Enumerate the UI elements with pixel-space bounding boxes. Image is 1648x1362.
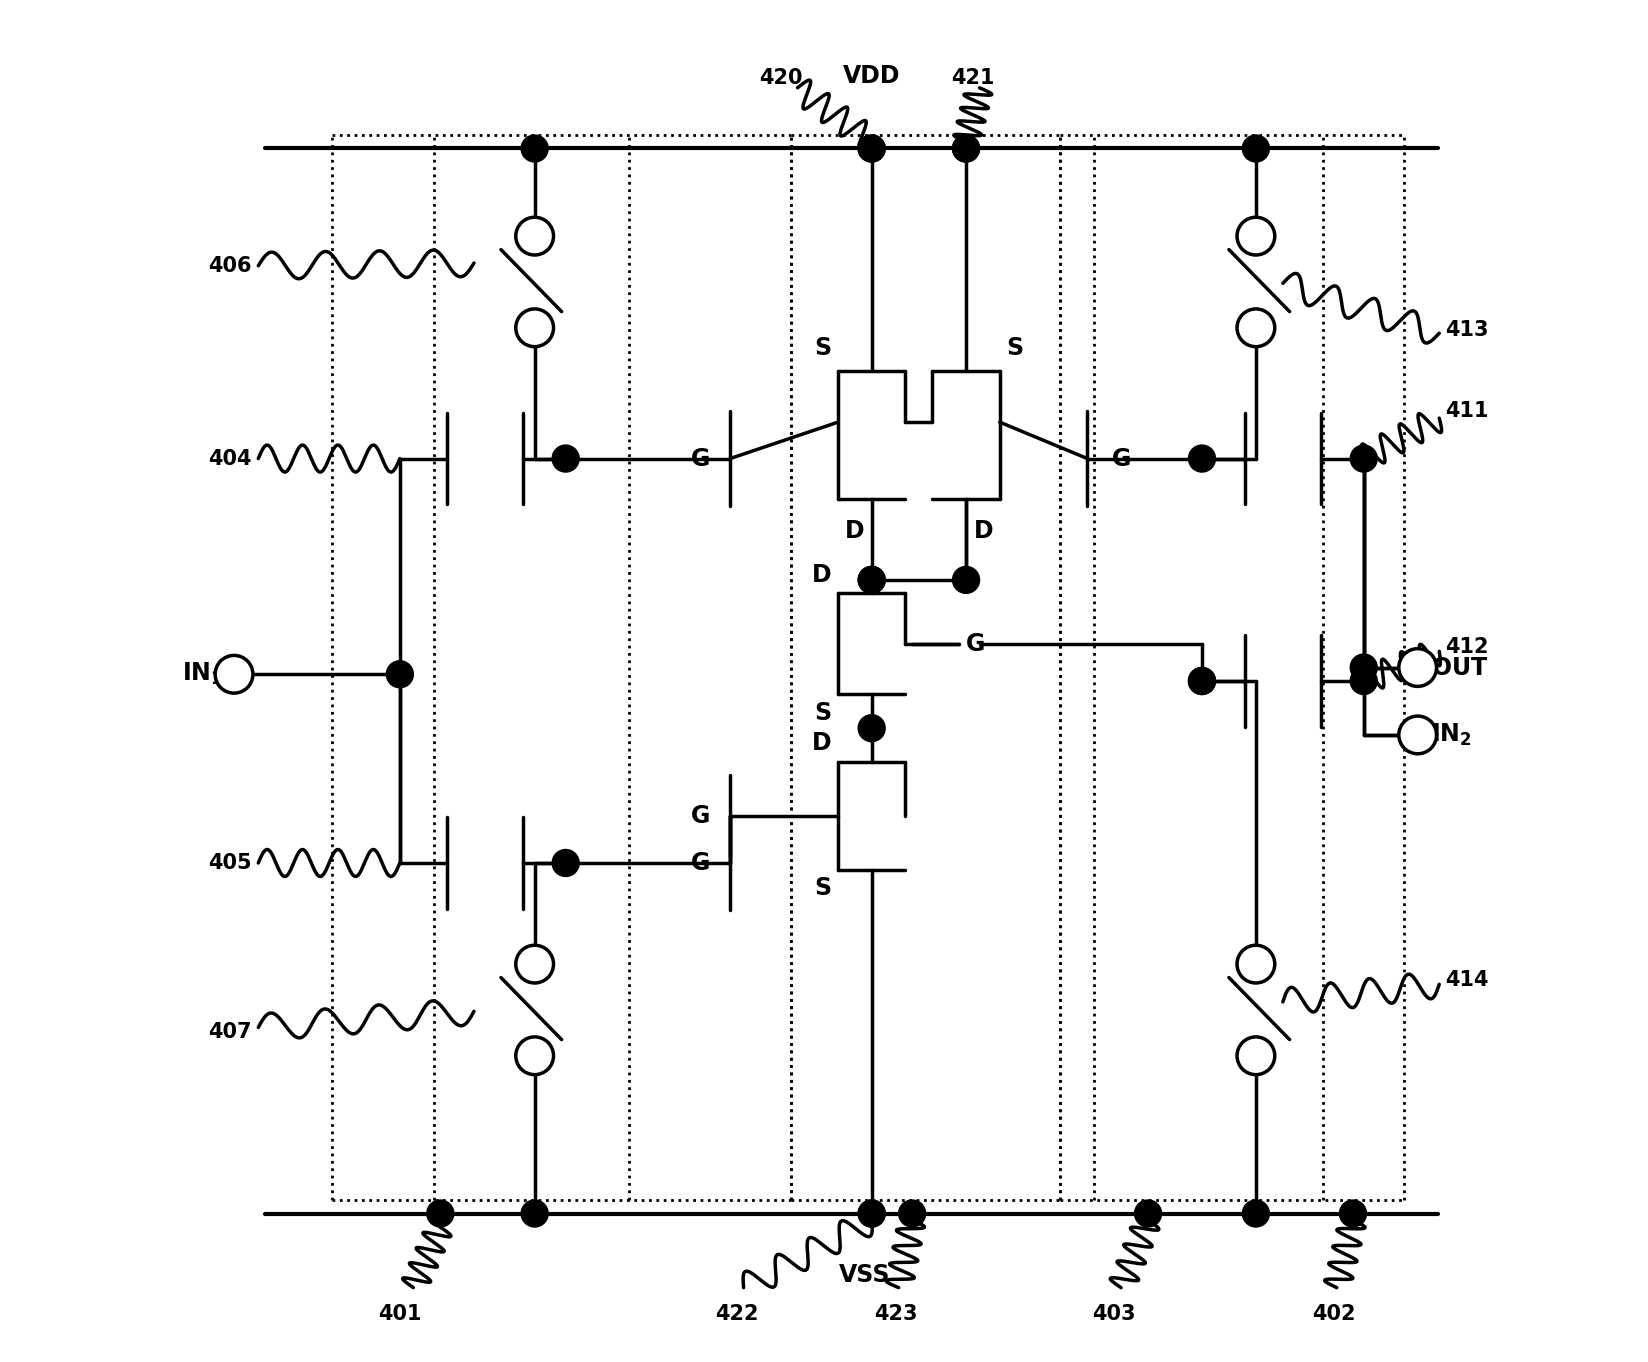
- Text: S: S: [814, 336, 831, 360]
- Text: 412: 412: [1444, 637, 1486, 658]
- Text: 407: 407: [208, 1022, 252, 1042]
- Text: G: G: [691, 804, 710, 828]
- Circle shape: [516, 309, 554, 347]
- Circle shape: [857, 567, 885, 594]
- Circle shape: [857, 1200, 885, 1227]
- Text: 420: 420: [760, 68, 803, 87]
- Text: 414: 414: [1444, 970, 1486, 990]
- Text: S: S: [814, 877, 831, 900]
- Text: D: D: [811, 731, 831, 755]
- Circle shape: [1236, 309, 1274, 347]
- Circle shape: [898, 1200, 925, 1227]
- Text: $\mathbf{IN_1}$: $\mathbf{IN_1}$: [181, 661, 222, 688]
- Circle shape: [953, 567, 979, 594]
- Circle shape: [427, 1200, 453, 1227]
- Circle shape: [1338, 1200, 1366, 1227]
- Text: D: D: [844, 519, 864, 543]
- Text: G: G: [966, 632, 986, 656]
- Circle shape: [521, 1200, 547, 1227]
- Text: 404: 404: [208, 448, 252, 469]
- Text: 401: 401: [377, 1303, 422, 1324]
- Circle shape: [521, 135, 547, 162]
- Circle shape: [1236, 945, 1274, 983]
- Circle shape: [1236, 1036, 1274, 1075]
- Text: 421: 421: [951, 68, 994, 87]
- Circle shape: [857, 1200, 885, 1227]
- Circle shape: [1188, 445, 1215, 473]
- Text: $\mathbf{OUT}$: $\mathbf{OUT}$: [1430, 655, 1488, 680]
- Text: $\mathbf{IN_2}$: $\mathbf{IN_2}$: [1430, 722, 1472, 748]
- Circle shape: [552, 850, 578, 877]
- Circle shape: [214, 655, 252, 693]
- Circle shape: [953, 135, 979, 162]
- Text: S: S: [1005, 336, 1023, 360]
- Text: 411: 411: [1444, 402, 1486, 421]
- Circle shape: [1350, 667, 1376, 695]
- Circle shape: [552, 445, 578, 473]
- Circle shape: [953, 135, 979, 162]
- Circle shape: [857, 135, 885, 162]
- Circle shape: [1398, 648, 1435, 686]
- Text: D: D: [811, 563, 831, 587]
- Circle shape: [386, 661, 414, 688]
- Circle shape: [516, 1036, 554, 1075]
- Circle shape: [857, 715, 885, 742]
- Text: 413: 413: [1444, 320, 1486, 340]
- Text: G: G: [1111, 447, 1131, 470]
- Text: 403: 403: [1093, 1303, 1135, 1324]
- Text: VSS: VSS: [839, 1264, 890, 1287]
- Text: G: G: [691, 447, 710, 470]
- Circle shape: [1188, 667, 1215, 695]
- Circle shape: [516, 945, 554, 983]
- Text: 422: 422: [715, 1303, 758, 1324]
- Text: D: D: [972, 519, 992, 543]
- Circle shape: [1350, 445, 1376, 473]
- Text: 423: 423: [873, 1303, 918, 1324]
- Circle shape: [857, 567, 885, 594]
- Circle shape: [857, 135, 885, 162]
- Circle shape: [1241, 135, 1269, 162]
- Circle shape: [1134, 1200, 1160, 1227]
- Text: 406: 406: [208, 256, 252, 275]
- Text: 402: 402: [1312, 1303, 1355, 1324]
- Text: 405: 405: [208, 853, 252, 873]
- Circle shape: [1188, 667, 1215, 695]
- Text: S: S: [814, 701, 831, 725]
- Circle shape: [1398, 716, 1435, 753]
- Circle shape: [516, 218, 554, 255]
- Text: G: G: [691, 851, 710, 874]
- Circle shape: [1241, 1200, 1269, 1227]
- Text: VDD: VDD: [842, 64, 900, 87]
- Circle shape: [1236, 218, 1274, 255]
- Circle shape: [1350, 654, 1376, 681]
